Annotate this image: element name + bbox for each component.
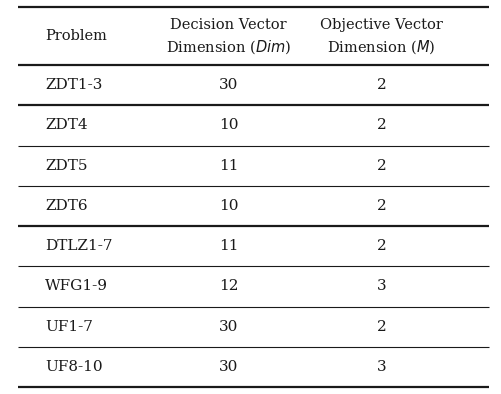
Text: ZDT1-3: ZDT1-3 bbox=[45, 78, 102, 92]
Text: 12: 12 bbox=[218, 279, 237, 294]
Text: 30: 30 bbox=[218, 360, 237, 374]
Text: ZDT5: ZDT5 bbox=[45, 159, 88, 173]
Text: 3: 3 bbox=[376, 279, 386, 294]
Text: Dimension ($\mathit{Dim}$): Dimension ($\mathit{Dim}$) bbox=[165, 38, 291, 56]
Text: 11: 11 bbox=[218, 239, 237, 253]
Text: 30: 30 bbox=[218, 320, 237, 334]
Text: Decision Vector: Decision Vector bbox=[170, 18, 286, 32]
Text: 10: 10 bbox=[218, 199, 237, 213]
Text: 2: 2 bbox=[376, 239, 386, 253]
Text: Dimension ($\mathit{M}$): Dimension ($\mathit{M}$) bbox=[327, 38, 435, 56]
Text: ZDT6: ZDT6 bbox=[45, 199, 88, 213]
Text: UF8-10: UF8-10 bbox=[45, 360, 103, 374]
Text: Objective Vector: Objective Vector bbox=[320, 18, 442, 32]
Text: DTLZ1-7: DTLZ1-7 bbox=[45, 239, 112, 253]
Text: 2: 2 bbox=[376, 159, 386, 173]
Text: 2: 2 bbox=[376, 320, 386, 334]
Text: 11: 11 bbox=[218, 159, 237, 173]
Text: ZDT4: ZDT4 bbox=[45, 118, 88, 132]
Text: 3: 3 bbox=[376, 360, 386, 374]
Text: WFG1-9: WFG1-9 bbox=[45, 279, 108, 294]
Text: UF1-7: UF1-7 bbox=[45, 320, 93, 334]
Text: 2: 2 bbox=[376, 199, 386, 213]
Text: 2: 2 bbox=[376, 118, 386, 132]
Text: 2: 2 bbox=[376, 78, 386, 92]
Text: Problem: Problem bbox=[45, 29, 107, 43]
Text: 30: 30 bbox=[218, 78, 237, 92]
Text: 10: 10 bbox=[218, 118, 237, 132]
